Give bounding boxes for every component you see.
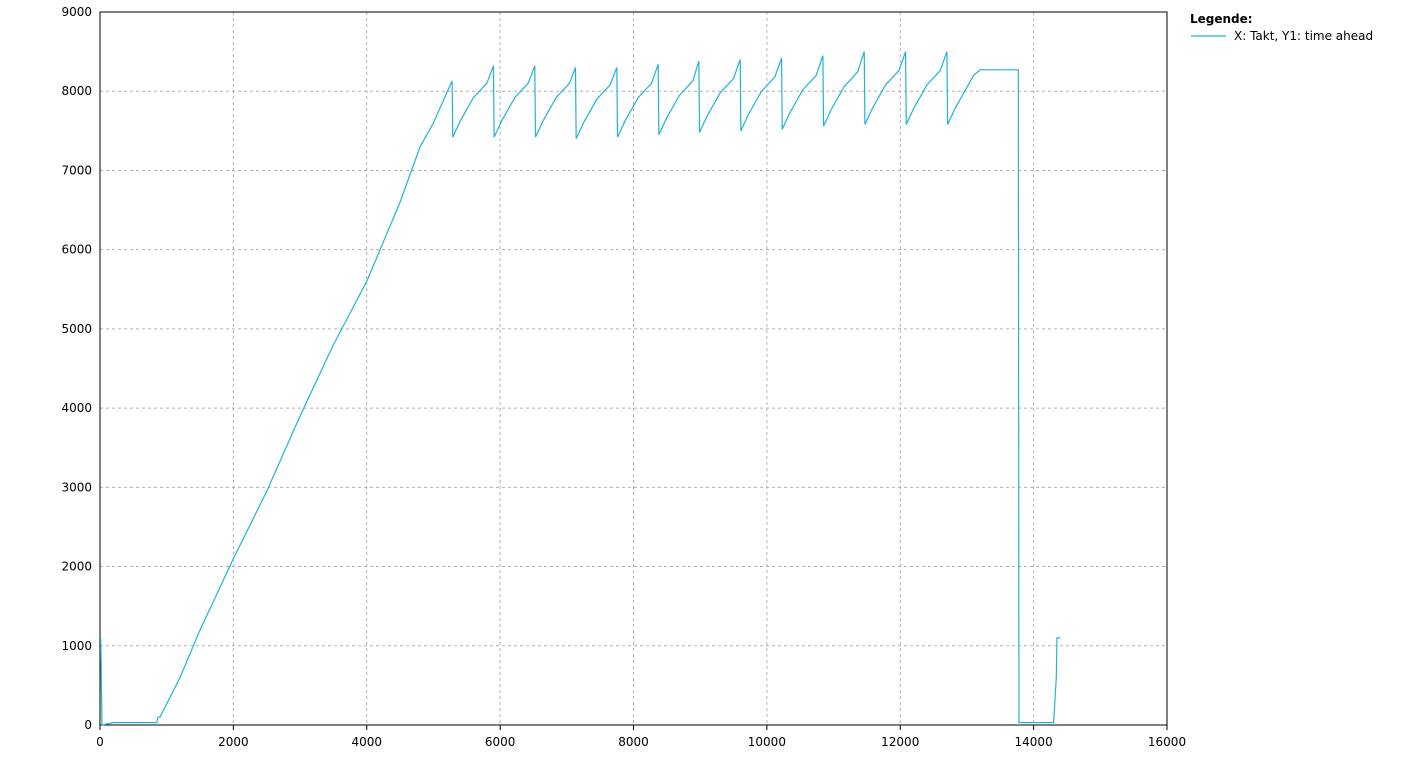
x-tick-label: 14000 <box>1015 735 1053 749</box>
data-line <box>100 51 1061 726</box>
y-tick-label: 7000 <box>61 163 92 177</box>
x-tick-label: 4000 <box>351 735 382 749</box>
y-tick-label: 9000 <box>61 5 92 19</box>
x-tick-label: 6000 <box>485 735 516 749</box>
x-tick-label: 8000 <box>618 735 649 749</box>
y-tick-label: 5000 <box>61 322 92 336</box>
y-tick-label: 8000 <box>61 84 92 98</box>
x-tick-label: 12000 <box>881 735 919 749</box>
y-tick-label: 0 <box>84 718 92 732</box>
y-tick-label: 4000 <box>61 401 92 415</box>
x-tick-label: 10000 <box>748 735 786 749</box>
x-tick-label: 2000 <box>218 735 249 749</box>
x-tick-label: 16000 <box>1148 735 1186 749</box>
y-tick-label: 1000 <box>61 639 92 653</box>
legend-title: Legende: <box>1190 12 1253 26</box>
y-tick-label: 2000 <box>61 560 92 574</box>
y-tick-label: 3000 <box>61 480 92 494</box>
x-tick-label: 0 <box>96 735 104 749</box>
y-tick-label: 6000 <box>61 243 92 257</box>
legend-label: X: Takt, Y1: time ahead <box>1234 29 1373 43</box>
plot-frame <box>99 11 1168 726</box>
